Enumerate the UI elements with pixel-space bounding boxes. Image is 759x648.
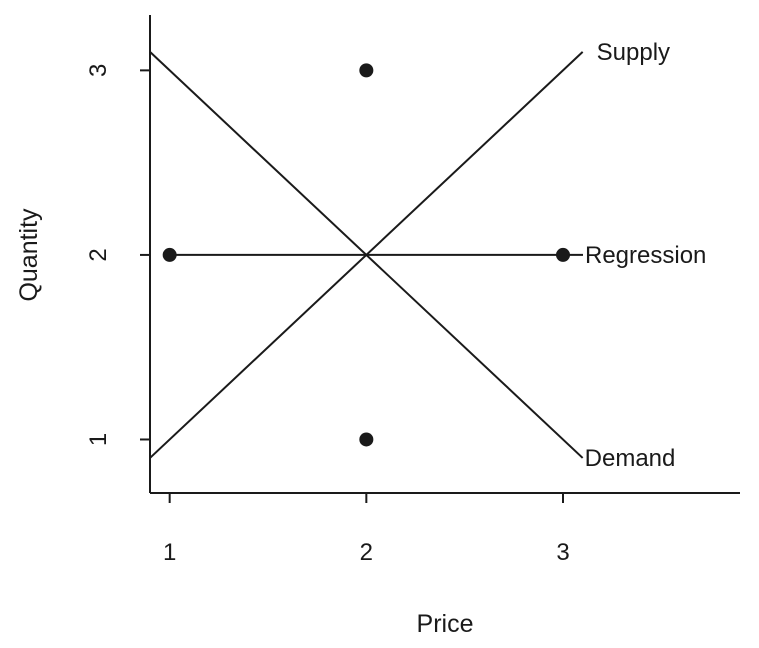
y-axis-label: Quantity <box>15 208 43 302</box>
x-axis-label: Price <box>417 610 474 638</box>
data-points <box>162 63 570 447</box>
y-tick-label: 3 <box>85 64 112 77</box>
data-point <box>359 63 374 78</box>
line-labels: Supply Demand Regression <box>585 39 707 472</box>
demand-label: Demand <box>585 445 676 472</box>
series-lines <box>149 51 584 459</box>
data-point <box>359 432 374 447</box>
y-tick-label: 2 <box>85 248 112 261</box>
x-tick-label: 3 <box>556 539 569 566</box>
ticks: 1 2 3 1 2 3 <box>85 64 570 566</box>
data-point <box>162 247 177 262</box>
supply-label: Supply <box>597 39 670 66</box>
data-point <box>556 247 570 262</box>
x-tick-label: 2 <box>360 539 373 566</box>
y-tick-label: 1 <box>85 433 112 446</box>
regression-label: Regression <box>585 242 706 269</box>
x-tick-label: 1 <box>163 539 176 566</box>
